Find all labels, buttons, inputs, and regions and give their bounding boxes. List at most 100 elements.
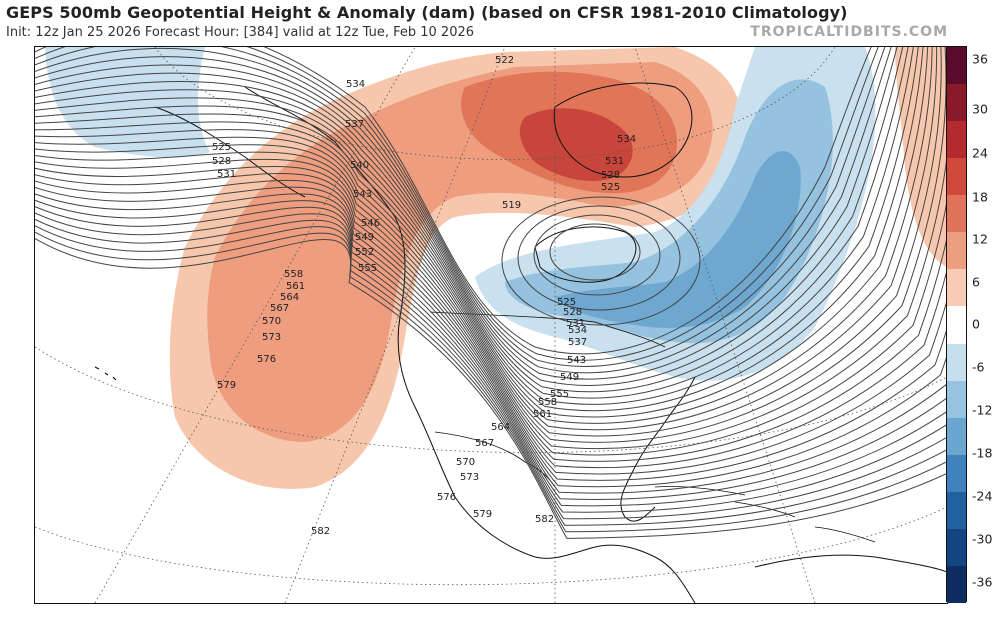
- colorbar-label: 12: [972, 231, 988, 247]
- height-label: 570: [456, 457, 475, 468]
- negative-anomaly-nw: [45, 47, 210, 158]
- height-label: 555: [358, 263, 377, 274]
- height-label: 531: [217, 169, 236, 180]
- height-label: 579: [217, 380, 236, 391]
- colorbar-segment: [947, 343, 966, 382]
- height-contour: [35, 179, 947, 481]
- map-panel: 525 528 531 534 537 540 543 546 549 552 …: [34, 46, 948, 604]
- height-label: 525: [557, 297, 576, 308]
- colorbar-segment: [947, 232, 966, 270]
- height-label: 570: [262, 316, 281, 327]
- colorbar-label: 18: [972, 189, 988, 205]
- height-label: 531: [605, 156, 624, 167]
- height-contour: [35, 47, 929, 418]
- colorbar-label: -30: [972, 531, 993, 547]
- height-contour: [35, 158, 947, 462]
- height-contour: [35, 47, 914, 399]
- height-label: 522: [495, 55, 514, 66]
- height-contour: [35, 237, 947, 539]
- height-label: 573: [262, 332, 281, 343]
- height-contour: [35, 224, 947, 526]
- hudson-bay: [534, 226, 637, 283]
- colorbar-segment: [947, 528, 966, 567]
- height-label: 549: [355, 232, 374, 243]
- height-contour: [35, 47, 879, 361]
- height-contour: [35, 151, 947, 456]
- height-label: 552: [355, 247, 374, 258]
- height-contour: [501, 196, 701, 326]
- colorbar-segment: [947, 380, 966, 419]
- height-label: 525: [601, 182, 620, 193]
- colorbar-label: -6: [972, 359, 985, 375]
- height-label: 567: [475, 438, 494, 449]
- colorbar-segment: [947, 269, 966, 307]
- height-label: 543: [567, 355, 586, 366]
- height-label: 564: [491, 422, 510, 433]
- height-label: 528: [563, 307, 582, 318]
- height-contour: [517, 205, 681, 311]
- north-america-coast: [244, 86, 696, 603]
- height-contour: [35, 205, 947, 507]
- anomaly-colorbar: [946, 46, 967, 604]
- height-label: 525: [212, 142, 231, 153]
- positive-anomaly-east: [895, 47, 947, 267]
- colorbar-segment: [947, 47, 966, 85]
- height-label: 534: [617, 134, 636, 145]
- height-contour: [35, 47, 898, 380]
- colorbar-label: -18: [972, 445, 993, 461]
- colorbar-segment: [947, 84, 966, 122]
- height-contour: [35, 47, 947, 443]
- height-contour: [35, 47, 909, 393]
- height-contour: [35, 186, 947, 488]
- colorbar-segment: [947, 158, 966, 196]
- east-coast: [620, 376, 696, 522]
- height-label: 549: [560, 372, 579, 383]
- height-contour: [35, 231, 947, 533]
- height-label: 528: [601, 170, 620, 181]
- colorbar-label: 24: [972, 145, 988, 161]
- height-label: 558: [284, 269, 303, 280]
- height-label: 564: [280, 292, 299, 303]
- height-label: 576: [437, 492, 456, 503]
- height-contour: [35, 212, 947, 513]
- height-label: 537: [345, 119, 364, 130]
- alaska-coast: [154, 106, 306, 198]
- height-label: 573: [460, 472, 479, 483]
- geopotential-map: 525 528 531 534 537 540 543 546 549 552 …: [35, 47, 947, 603]
- colorbar-label: -36: [972, 574, 993, 590]
- height-label: 528: [212, 156, 231, 167]
- colorbar-segment: [947, 491, 966, 530]
- greenland: [553, 82, 693, 178]
- height-contour: [533, 214, 661, 296]
- height-label: 537: [568, 337, 587, 348]
- height-contour: [35, 144, 947, 450]
- height-label: 561: [286, 281, 305, 292]
- anomaly-shading: [45, 47, 947, 489]
- height-contour: [35, 47, 904, 386]
- height-label: 582: [535, 514, 554, 525]
- colorbar-label: -24: [972, 488, 993, 504]
- colorbar-segment: [947, 454, 966, 493]
- height-contour: [35, 165, 947, 469]
- caribbean-islands: [654, 486, 876, 543]
- height-label: 576: [257, 354, 276, 365]
- colorbar-label: 6: [972, 274, 980, 290]
- height-contour: [35, 199, 947, 500]
- height-contour: [35, 47, 886, 367]
- height-label: 543: [353, 189, 372, 200]
- height-label: 561: [533, 409, 552, 420]
- height-contour: [35, 47, 919, 405]
- colorbar-segment: [947, 417, 966, 456]
- positive-anomaly-max: [519, 108, 633, 182]
- height-labels: 525 528 531 534 537 540 543 546 549 552 …: [212, 55, 636, 537]
- height-label: 534: [568, 325, 587, 336]
- colorbar-label: 0: [972, 316, 980, 332]
- site-credit: TROPICALTIDBITS.COM: [750, 24, 948, 40]
- height-label: 567: [270, 303, 289, 314]
- height-contour: [35, 218, 947, 520]
- colorbar-segment: [947, 565, 966, 604]
- height-contour: [35, 193, 947, 494]
- height-contour: [35, 172, 947, 475]
- colorbar-segment: [947, 195, 966, 233]
- chart-title: GEPS 500mb Geopotential Height & Anomaly…: [6, 3, 848, 22]
